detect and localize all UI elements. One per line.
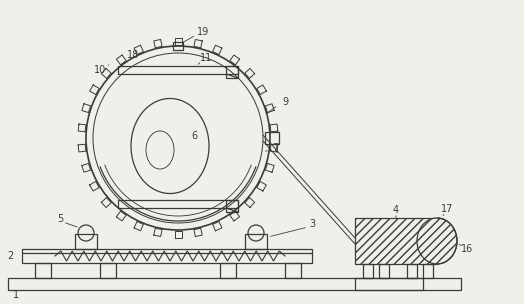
Bar (118, 66, 238, 74)
Bar (407, 264, 417, 278)
Text: 19: 19 (197, 27, 209, 37)
Text: 6: 6 (191, 131, 197, 141)
Bar (379, 264, 389, 278)
Bar (363, 264, 373, 278)
Text: 10: 10 (94, 65, 106, 75)
Bar (173, 42, 183, 50)
Bar (22, 249, 312, 263)
Text: 5: 5 (57, 214, 63, 224)
Bar (220, 263, 236, 278)
Bar (8, 278, 423, 290)
Text: 2: 2 (7, 251, 13, 261)
Text: 18: 18 (127, 50, 139, 60)
Bar (75, 234, 97, 249)
Text: 1: 1 (13, 290, 19, 300)
Bar (355, 278, 461, 290)
Text: 9: 9 (282, 97, 288, 107)
Bar (226, 200, 238, 212)
Bar (355, 218, 437, 264)
Text: 17: 17 (441, 204, 453, 214)
Text: 4: 4 (393, 205, 399, 215)
Bar (35, 263, 51, 278)
Text: 7: 7 (272, 143, 278, 153)
Bar (423, 264, 433, 278)
Bar (265, 132, 279, 144)
Text: 3: 3 (309, 219, 315, 229)
Text: 16: 16 (461, 244, 473, 254)
Ellipse shape (417, 218, 457, 264)
Bar (118, 200, 238, 208)
Bar (245, 234, 267, 249)
Bar (285, 263, 301, 278)
Bar (100, 263, 116, 278)
Text: 11: 11 (200, 53, 212, 63)
Bar (226, 66, 238, 78)
